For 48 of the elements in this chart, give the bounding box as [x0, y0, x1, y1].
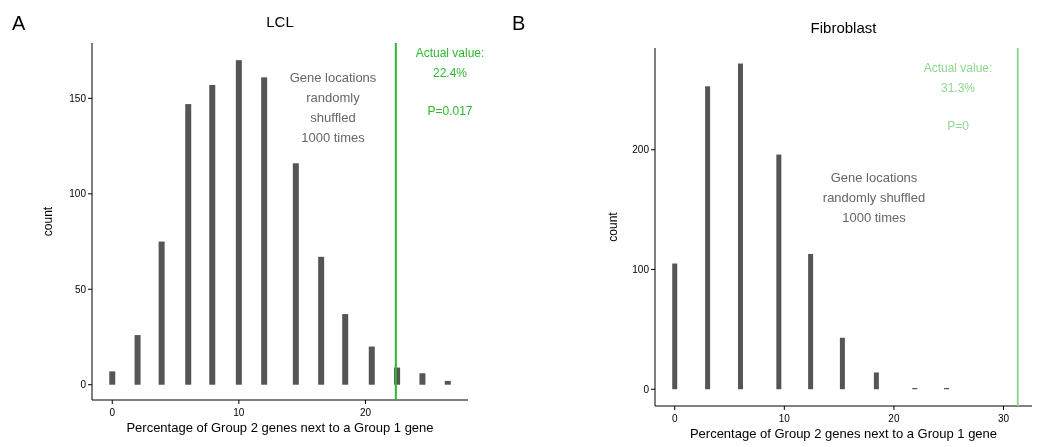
ref-line-label: Actual value: 22.4% [415, 46, 485, 80]
x-tick-label: 10 [233, 407, 245, 418]
text: B [512, 12, 526, 34]
bar [209, 85, 216, 385]
y-tick-label: 200 [632, 144, 650, 156]
annotation: Gene locations randomly shuffled 1000 times [289, 70, 377, 145]
bar [839, 337, 845, 390]
bar [873, 372, 879, 390]
bar [261, 77, 268, 385]
bar [808, 253, 814, 390]
y-tick-label: 100 [632, 264, 650, 276]
bar [292, 163, 299, 385]
y-tick-label: 0 [643, 383, 650, 395]
x-tick-label: 20 [359, 407, 372, 418]
x-axis-title: Percentage of Group 2 genes next to a Group 1 gene [126, 420, 434, 435]
bar [318, 256, 325, 385]
annotation: Gene locations randomly shuffled 1000 times [822, 170, 926, 225]
bar [672, 263, 678, 390]
bar [705, 86, 711, 390]
bar [368, 346, 375, 385]
y-tick-label: 100 [69, 188, 87, 200]
bar [737, 63, 743, 390]
x-tick-label: 0 [109, 407, 116, 418]
text: A [12, 12, 26, 34]
bar [776, 154, 782, 390]
annotation: P=0.017 [427, 104, 473, 118]
bar [419, 373, 426, 385]
y-tick-label: 50 [74, 283, 87, 295]
bar [109, 371, 116, 385]
y-tick-label: 0 [80, 379, 87, 391]
bar [158, 241, 165, 385]
y-tick-label: 150 [69, 92, 87, 104]
bar [134, 335, 141, 385]
y-axis-title: count [606, 211, 620, 242]
x-tick-label: 20 [888, 413, 900, 424]
y-axis-title: count [41, 206, 55, 237]
chart-title: Fibroblast [810, 19, 878, 36]
x-axis-title: Percentage of Group 2 genes next to a Group 1 gene [689, 426, 998, 441]
bar [185, 104, 192, 385]
bar [235, 60, 242, 385]
ref-line-label: Actual value: 31.3% [923, 61, 993, 95]
x-tick-label: 0 [671, 413, 678, 424]
bar [444, 380, 451, 385]
annotation: P=0 [947, 119, 970, 133]
x-tick-label: 10 [778, 413, 791, 424]
chart-title: LCL [266, 13, 294, 30]
bar [342, 314, 349, 385]
x-tick-label: 30 [997, 413, 1010, 424]
